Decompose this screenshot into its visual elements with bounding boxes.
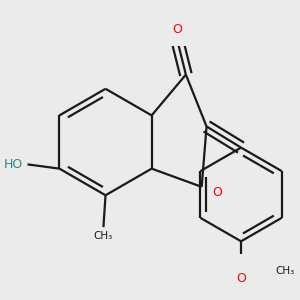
Text: O: O xyxy=(212,186,222,199)
Text: O: O xyxy=(236,272,246,285)
Text: CH₃: CH₃ xyxy=(94,232,113,242)
Text: HO: HO xyxy=(4,158,23,171)
Text: CH₃: CH₃ xyxy=(275,266,294,276)
Text: O: O xyxy=(172,23,182,36)
